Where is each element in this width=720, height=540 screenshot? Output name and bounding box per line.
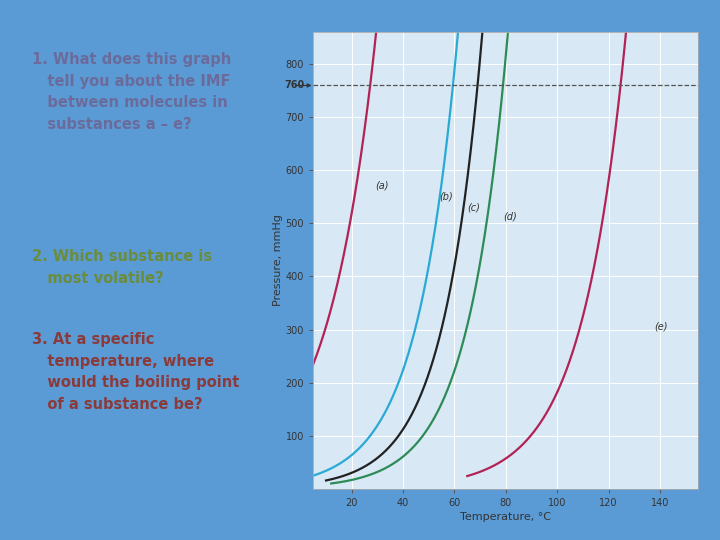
Text: (b): (b) [439, 192, 453, 201]
Text: (a): (a) [375, 181, 388, 191]
Text: 2. Which substance is
   most volatile?: 2. Which substance is most volatile? [32, 249, 212, 286]
Y-axis label: Pressure, mmHg: Pressure, mmHg [273, 214, 283, 307]
Text: (d): (d) [503, 211, 517, 221]
Text: (c): (c) [467, 202, 480, 212]
Text: 1. What does this graph
   tell you about the IMF
   between molecules in
   sub: 1. What does this graph tell you about t… [32, 52, 231, 132]
X-axis label: Temperature, °C: Temperature, °C [460, 512, 552, 522]
Text: 760: 760 [284, 80, 305, 91]
Text: 3. At a specific
   temperature, where
   would the boiling point
   of a substa: 3. At a specific temperature, where woul… [32, 332, 239, 412]
Text: (e): (e) [654, 321, 668, 332]
